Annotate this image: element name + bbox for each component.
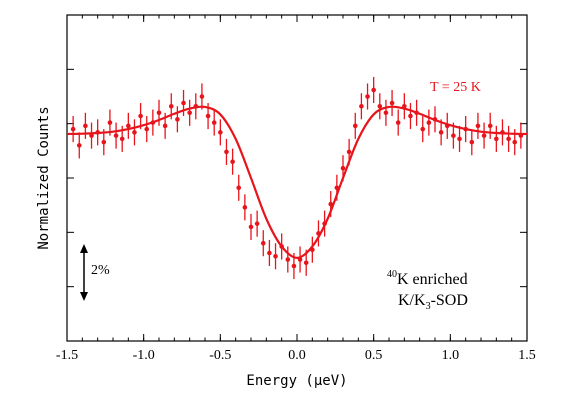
data-point — [236, 185, 242, 191]
data-point — [395, 120, 401, 125]
data-points — [70, 87, 524, 269]
data-point — [506, 136, 511, 142]
data-point — [156, 110, 162, 116]
temperature-label: T = 25 K — [430, 80, 481, 95]
sample-label-line2: K/K3-SOD — [398, 292, 468, 312]
y-axis-label: Normalized Counts — [36, 106, 52, 249]
data-point — [138, 113, 143, 119]
scale-bar-label: 2% — [91, 263, 110, 278]
x-ticks — [66, 15, 528, 341]
data-point — [481, 133, 487, 138]
data-point — [469, 139, 475, 145]
data-point — [389, 100, 395, 106]
scale-bar: 2% — [80, 244, 110, 301]
data-point — [451, 133, 456, 138]
data-point — [303, 260, 309, 266]
data-point — [267, 250, 272, 256]
data-point — [168, 103, 174, 109]
data-point — [359, 103, 364, 109]
scale-bar-arrow-down — [80, 292, 88, 301]
data-point — [494, 136, 499, 142]
data-point — [101, 139, 107, 145]
data-point — [254, 221, 260, 226]
data-point — [248, 224, 254, 230]
data-point — [487, 123, 493, 129]
data-point — [211, 120, 217, 125]
x-tick-label: -1.5 — [56, 348, 78, 363]
data-point — [512, 139, 518, 145]
data-point — [126, 123, 131, 129]
data-point — [352, 123, 358, 129]
sample-label-line1: 40K enriched — [387, 269, 468, 288]
data-point — [328, 201, 334, 207]
data-point — [175, 117, 180, 122]
x-axis-label: Energy (μeV) — [246, 373, 347, 389]
fit-curve — [66, 105, 528, 259]
x-tick-label: 0.0 — [288, 348, 306, 363]
data-point — [371, 87, 376, 93]
data-point — [475, 123, 481, 129]
data-point — [438, 130, 444, 135]
data-point — [340, 165, 346, 171]
data-point — [242, 205, 248, 210]
data-point — [426, 120, 432, 125]
data-point — [457, 136, 462, 142]
data-errorbars — [72, 76, 522, 280]
data-point — [107, 120, 113, 125]
data-point — [119, 136, 125, 142]
data-point — [273, 253, 278, 259]
x-tick-label: 0.5 — [365, 348, 383, 363]
data-point — [199, 94, 205, 99]
data-point — [383, 110, 389, 116]
data-point — [377, 103, 383, 109]
data-point — [218, 130, 223, 135]
data-point — [230, 159, 235, 164]
x-tick-labels: -1.5 -1.0 -0.5 0.0 0.5 1.0 1.5 — [56, 348, 536, 363]
data-point — [181, 100, 186, 106]
scale-bar-arrow-up — [80, 244, 88, 253]
data-point — [162, 123, 168, 129]
data-point — [365, 94, 370, 99]
data-point — [346, 149, 352, 155]
data-point — [187, 110, 192, 116]
x-tick-label: -1.0 — [133, 348, 155, 363]
data-point — [132, 130, 137, 135]
data-point — [260, 240, 266, 246]
x-tick-label: 1.5 — [518, 348, 536, 363]
data-point — [76, 143, 82, 148]
y-ticks — [67, 68, 527, 288]
data-point — [291, 263, 297, 269]
data-point — [408, 113, 413, 119]
data-point — [224, 149, 229, 155]
data-point — [113, 133, 119, 138]
data-point — [144, 126, 150, 132]
data-point — [205, 113, 211, 119]
x-tick-label: 1.0 — [442, 348, 460, 363]
data-point — [70, 126, 76, 132]
data-point — [83, 123, 88, 129]
data-point — [420, 126, 426, 132]
data-point — [285, 257, 291, 262]
x-tick-label: -0.5 — [209, 348, 231, 363]
